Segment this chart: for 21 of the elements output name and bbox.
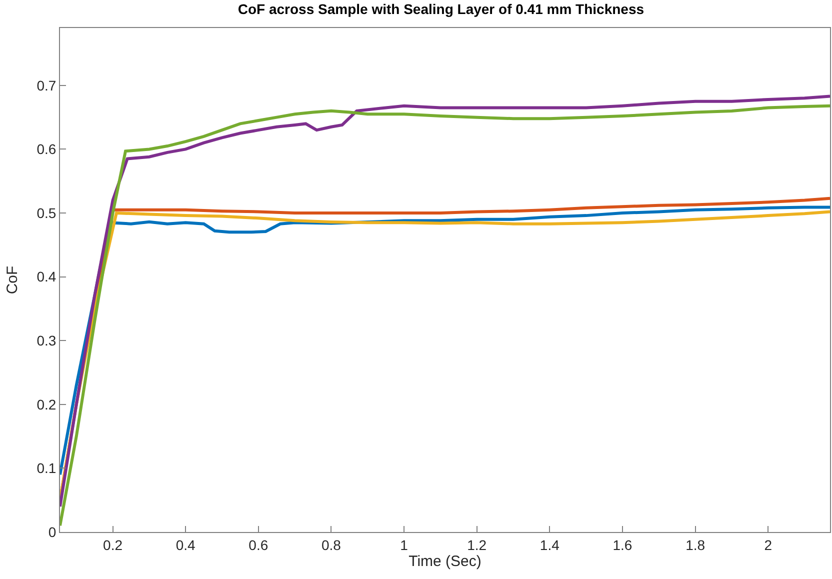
x-tick-label: 1.6 — [612, 536, 632, 553]
x-axis-title: Time (Sec) — [408, 552, 482, 570]
y-tick-label: 0 — [48, 524, 56, 540]
x-tick-label: 0.8 — [321, 536, 342, 553]
y-tick-label: 0.4 — [36, 268, 56, 285]
y-tick-label: 0.5 — [36, 204, 56, 221]
x-tick-label: 0.4 — [176, 536, 196, 553]
y-tick-label: 0.7 — [36, 77, 56, 94]
x-tick-label: 1.8 — [686, 536, 706, 553]
y-tick-label: 0.3 — [36, 332, 56, 349]
x-tick-label: 0.2 — [103, 536, 123, 553]
x-tick-label: 1.4 — [540, 536, 560, 553]
chart-title: CoF across Sample with Sealing Layer of 0.41 mm Thickness — [238, 0, 644, 17]
y-tick-label: 0.6 — [36, 141, 56, 158]
y-tick-label: 0.2 — [36, 396, 56, 412]
x-tick-label: 0.6 — [248, 536, 268, 553]
x-tick-label: 1 — [400, 536, 408, 553]
x-tick-label: 1.2 — [467, 536, 487, 553]
y-tick-label: 0.1 — [36, 460, 56, 476]
y-axis-title: CoF — [4, 266, 21, 294]
x-tick-label: 2 — [764, 536, 772, 553]
